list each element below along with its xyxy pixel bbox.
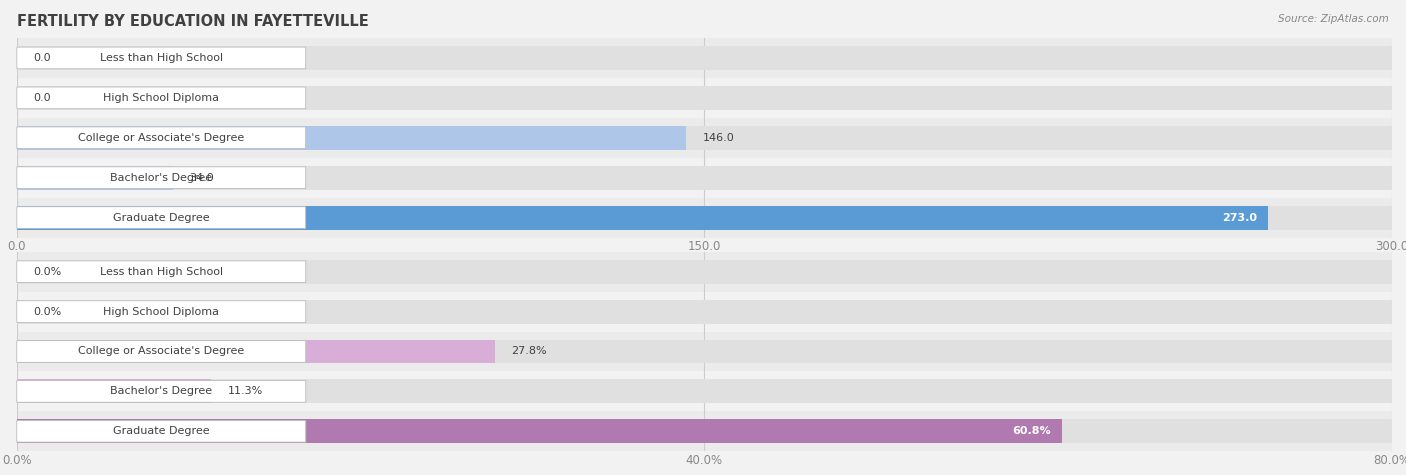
Text: Source: ZipAtlas.com: Source: ZipAtlas.com <box>1278 14 1389 24</box>
Text: 60.8%: 60.8% <box>1012 426 1050 437</box>
Bar <box>17 411 1392 451</box>
Bar <box>17 158 1392 198</box>
Text: 0.0: 0.0 <box>34 53 51 63</box>
Bar <box>17 126 1392 150</box>
Bar <box>17 260 1392 284</box>
FancyBboxPatch shape <box>17 261 305 283</box>
Text: 27.8%: 27.8% <box>512 346 547 357</box>
Bar <box>17 206 1268 229</box>
Bar <box>17 380 1392 403</box>
FancyBboxPatch shape <box>17 207 305 228</box>
Bar <box>17 118 1392 158</box>
FancyBboxPatch shape <box>17 167 305 189</box>
Text: Graduate Degree: Graduate Degree <box>112 426 209 437</box>
Text: 11.3%: 11.3% <box>228 386 263 397</box>
FancyBboxPatch shape <box>17 301 305 323</box>
Text: 0.0: 0.0 <box>34 93 51 103</box>
Bar <box>17 126 686 150</box>
Bar <box>17 371 1392 411</box>
FancyBboxPatch shape <box>17 47 305 69</box>
Bar <box>17 380 211 403</box>
Bar <box>17 166 1392 190</box>
Text: 0.0%: 0.0% <box>34 306 62 317</box>
Text: College or Associate's Degree: College or Associate's Degree <box>79 346 245 357</box>
Bar <box>17 78 1392 118</box>
Text: 0.0%: 0.0% <box>34 266 62 277</box>
Text: 273.0: 273.0 <box>1222 212 1257 223</box>
FancyBboxPatch shape <box>17 87 305 109</box>
Text: College or Associate's Degree: College or Associate's Degree <box>79 133 245 143</box>
Text: Bachelor's Degree: Bachelor's Degree <box>110 386 212 397</box>
Bar <box>17 292 1392 332</box>
FancyBboxPatch shape <box>17 341 305 362</box>
FancyBboxPatch shape <box>17 380 305 402</box>
Bar <box>17 46 1392 70</box>
Text: 146.0: 146.0 <box>703 133 734 143</box>
Bar <box>17 419 1392 443</box>
Bar <box>17 340 495 363</box>
Text: Graduate Degree: Graduate Degree <box>112 212 209 223</box>
FancyBboxPatch shape <box>17 420 305 442</box>
Bar <box>17 206 1392 229</box>
Bar <box>17 252 1392 292</box>
Text: Bachelor's Degree: Bachelor's Degree <box>110 172 212 183</box>
Text: FERTILITY BY EDUCATION IN FAYETTEVILLE: FERTILITY BY EDUCATION IN FAYETTEVILLE <box>17 14 368 29</box>
Bar <box>17 300 1392 323</box>
Bar <box>17 86 1392 110</box>
Bar <box>17 38 1392 78</box>
Text: High School Diploma: High School Diploma <box>103 306 219 317</box>
Text: Less than High School: Less than High School <box>100 53 222 63</box>
Text: Less than High School: Less than High School <box>100 266 222 277</box>
Bar <box>17 166 173 190</box>
Text: 34.0: 34.0 <box>190 172 214 183</box>
Bar <box>17 419 1062 443</box>
Bar <box>17 332 1392 371</box>
Text: High School Diploma: High School Diploma <box>103 93 219 103</box>
Bar <box>17 198 1392 238</box>
FancyBboxPatch shape <box>17 127 305 149</box>
Bar <box>17 340 1392 363</box>
